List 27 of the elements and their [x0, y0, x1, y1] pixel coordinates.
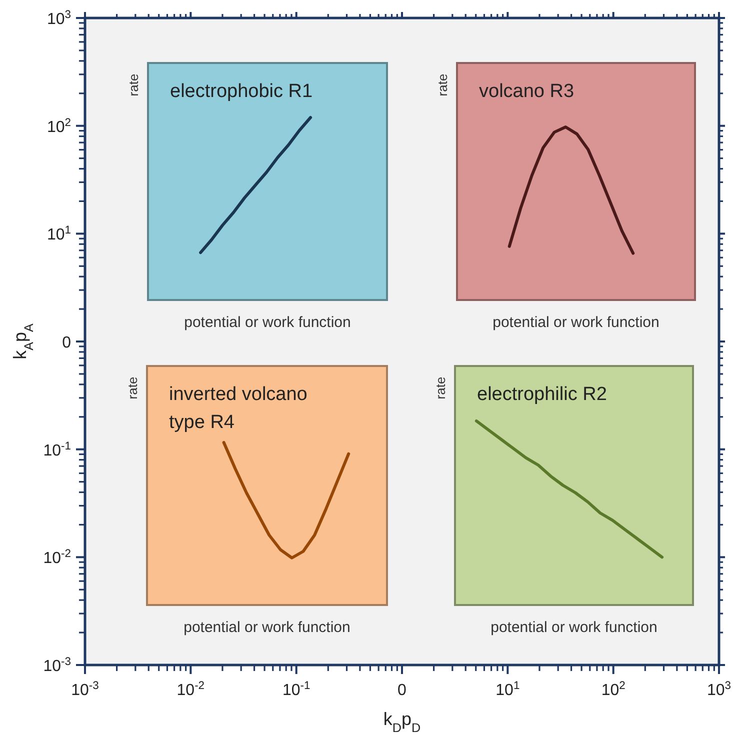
text: k$_{D}$p$_{D}$ [383, 709, 421, 735]
category-label: 10$^{1}$ [496, 680, 520, 699]
category-label: 10$^{3}$ [706, 680, 732, 699]
category-label: 10$^{1}$ [46, 224, 71, 244]
category-label: 10$^{-2}$ [43, 548, 71, 568]
x-axis-title: potential or work function [184, 619, 350, 636]
category-label: 10$^{3}$ [46, 9, 71, 28]
x-axis-title: potential or work function [492, 314, 660, 331]
category-label: 10$^{-1}$ [282, 680, 310, 699]
category-label: 10$^{-3}$ [71, 680, 99, 699]
chart-title: electrophobic R1 [170, 81, 313, 102]
category-label: 10$^{-2}$ [176, 680, 205, 699]
chart-title: volcano R3 [479, 81, 574, 102]
y-axis-title: rate [433, 376, 448, 400]
category-label: 10$^{-1}$ [43, 440, 71, 460]
y-axis-title: rate [126, 74, 141, 96]
category-label: 10$^{2}$ [46, 116, 71, 136]
category-label: 10$^{-3}$ [43, 656, 71, 675]
y-axis-title: rate [125, 376, 140, 400]
chart-title: electrophilic R2 [477, 384, 607, 405]
category-label: 0 [62, 334, 71, 352]
category-label: 0 [398, 682, 407, 699]
x-axis-title: potential or work function [184, 314, 351, 331]
x-axis-title: potential or work function [490, 619, 658, 636]
y-axis-title: rate [435, 74, 450, 96]
chart-title: inverted volcano type R4 [169, 384, 308, 433]
category-label: 10$^{2}$ [601, 680, 626, 699]
